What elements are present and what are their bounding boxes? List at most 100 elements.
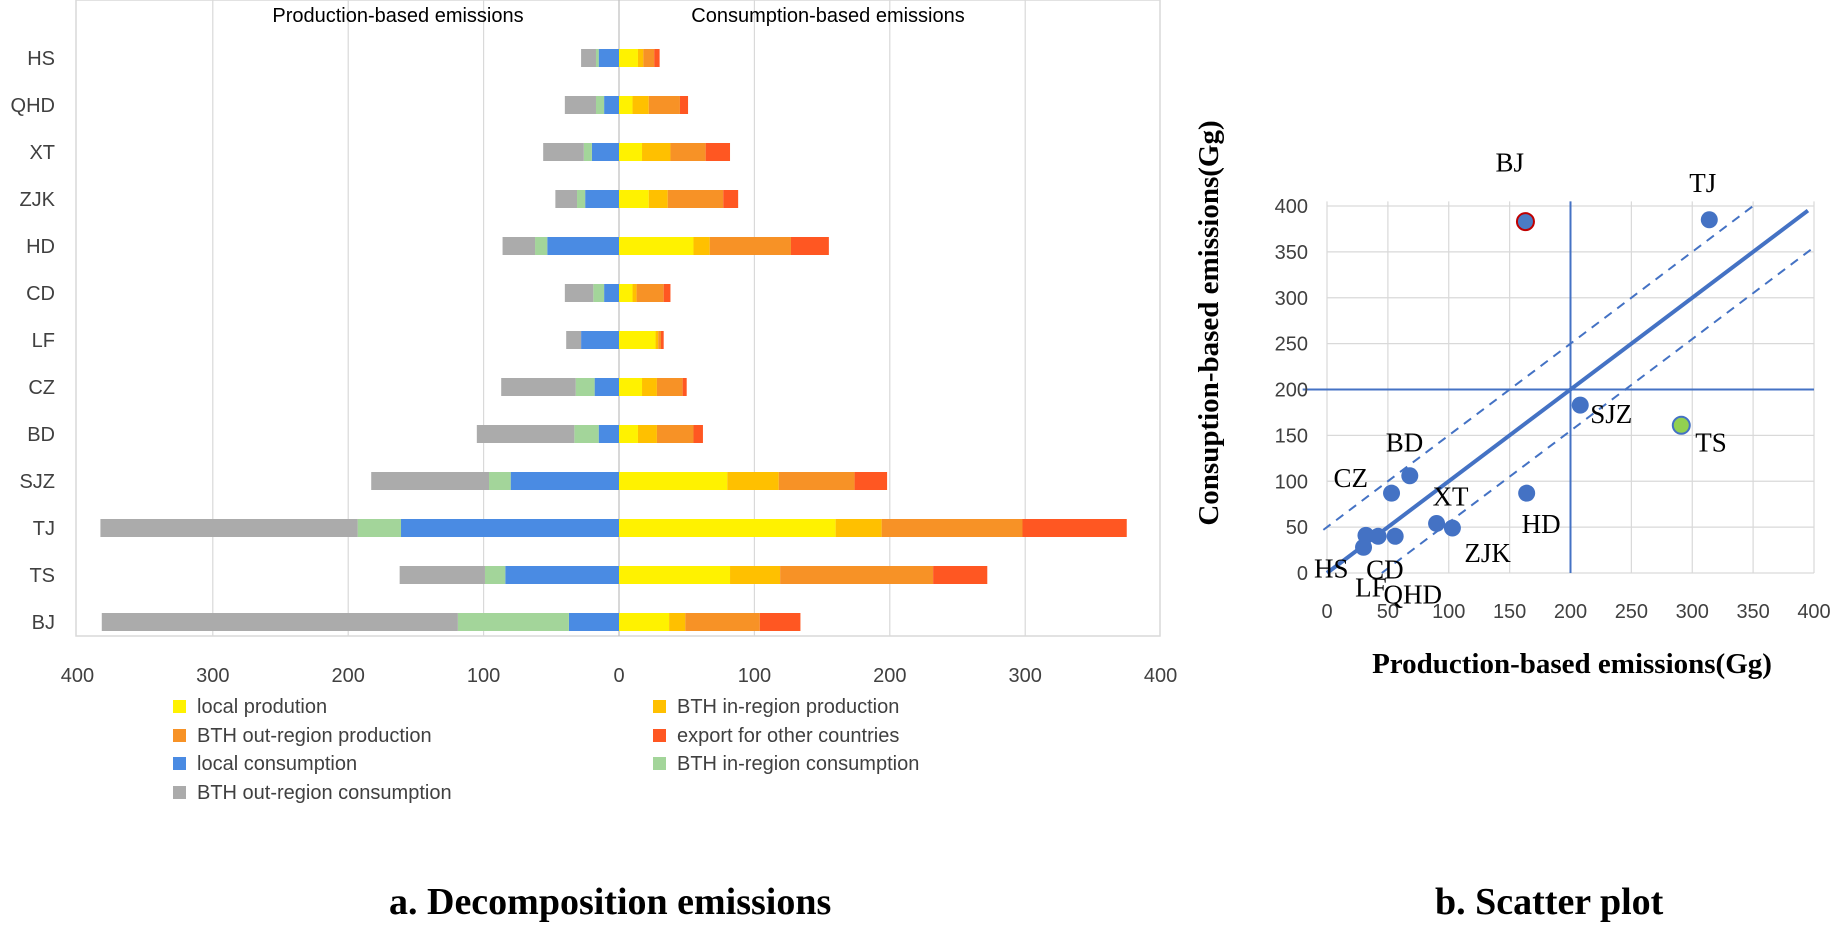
bar-segment (457, 613, 569, 631)
bar-segment (660, 331, 664, 349)
bar-segment (619, 566, 731, 584)
bar-segment (656, 425, 694, 443)
bar-segment (619, 237, 694, 255)
x-tick-label: 0 (613, 665, 624, 687)
bar-segment (577, 190, 586, 208)
bar-segment (619, 49, 638, 67)
legend-label: export for other countries (677, 725, 899, 747)
x-tick-label: 400 (1144, 665, 1177, 687)
bar-segment (595, 49, 599, 67)
bar-segment (778, 472, 855, 490)
bar-segment (535, 237, 548, 255)
bar-segment (575, 378, 595, 396)
category-label: QHD (11, 95, 55, 117)
bar-segment (547, 237, 619, 255)
bar-segment (484, 566, 506, 584)
bar-segment (595, 96, 605, 114)
bar-segment (581, 49, 596, 67)
scatter-point (1518, 484, 1536, 502)
category-label: TJ (33, 518, 55, 540)
x-tick-label: 300 (196, 665, 229, 687)
category-label: HD (26, 236, 55, 258)
panel-b-caption: b. Scatter plot (1435, 881, 1664, 923)
point-label: HS (1314, 553, 1349, 583)
bar-segment (632, 284, 637, 302)
x-tick-label: 400 (1797, 601, 1830, 623)
bar-segment (619, 190, 649, 208)
legend-label: local consumption (197, 753, 357, 775)
x-axis-title: Production-based emissions(Gg) (1372, 648, 1772, 680)
point-label: BD (1386, 428, 1424, 458)
bar-segment (619, 378, 643, 396)
bar-segment (598, 425, 619, 443)
bar-segment (619, 425, 638, 443)
bar-segment (648, 96, 680, 114)
x-tick-label: 200 (873, 665, 906, 687)
y-tick-label: 150 (1275, 425, 1308, 447)
x-tick-label: 50 (1377, 601, 1399, 623)
category-label: HS (27, 48, 55, 70)
category-label: CD (26, 283, 55, 305)
scatter-point (1401, 467, 1419, 485)
x-tick-label: 100 (738, 665, 771, 687)
x-tick-label: 200 (332, 665, 365, 687)
point-label: TS (1695, 427, 1727, 457)
bar-segment (643, 49, 655, 67)
y-tick-label: 0 (1297, 563, 1308, 585)
bar-segment (669, 613, 686, 631)
decomposition-chart: Production-based emissions Consumption-b… (11, 0, 1177, 804)
point-label: TJ (1689, 168, 1716, 198)
bar-segment (604, 284, 619, 302)
consumption-header: Consumption-based emissions (691, 5, 964, 27)
bar-segment (399, 566, 485, 584)
bar-segment (790, 237, 829, 255)
category-label: TS (29, 565, 55, 587)
x-tick-label: 0 (1321, 601, 1332, 623)
upper-dashed-line (1322, 205, 1754, 531)
bar-segment (632, 96, 649, 114)
y-tick-label: 350 (1275, 242, 1308, 264)
category-label: CZ (28, 377, 55, 399)
category-label: ZJK (19, 189, 55, 211)
scatter-point (1355, 538, 1373, 556)
legend-swatch (173, 700, 186, 713)
legend-swatch (173, 757, 186, 770)
bar-segment (564, 96, 596, 114)
bar-segment (543, 143, 584, 161)
bar-segment (581, 331, 619, 349)
bar-segment (1022, 519, 1127, 537)
scatter-point (1671, 415, 1691, 435)
scatter-point (1515, 212, 1535, 232)
lower-dashed-line (1381, 246, 1815, 574)
bar-segment (574, 425, 599, 443)
bar-segment (476, 425, 575, 443)
x-tick-label: 250 (1615, 601, 1648, 623)
bar-segment (655, 331, 659, 349)
x-tick-label: 400 (61, 665, 94, 687)
bar-segment (555, 190, 578, 208)
point-label: XT (1433, 481, 1469, 511)
y-tick-label: 400 (1275, 196, 1308, 218)
point-label: BJ (1495, 148, 1524, 178)
point-label: HD (1522, 509, 1561, 539)
production-header: Production-based emissions (272, 5, 523, 27)
bar-segment (654, 49, 660, 67)
bar-segment (693, 425, 703, 443)
point-label: SJZ (1590, 399, 1632, 429)
y-tick-label: 100 (1275, 471, 1308, 493)
bar-segment (682, 378, 687, 396)
bar-segment (593, 284, 605, 302)
bar-segment (568, 613, 619, 631)
legend-label: BTH out-region production (197, 725, 432, 747)
x-tick-label: 350 (1736, 601, 1769, 623)
x-tick-label: 300 (1676, 601, 1709, 623)
bar-segment (401, 519, 619, 537)
scatter-point (1386, 527, 1404, 545)
bar-segment (693, 237, 710, 255)
bar-segment (642, 143, 671, 161)
bar-segment (656, 378, 683, 396)
point-label: LF (1355, 572, 1387, 602)
bar-segment (357, 519, 402, 537)
